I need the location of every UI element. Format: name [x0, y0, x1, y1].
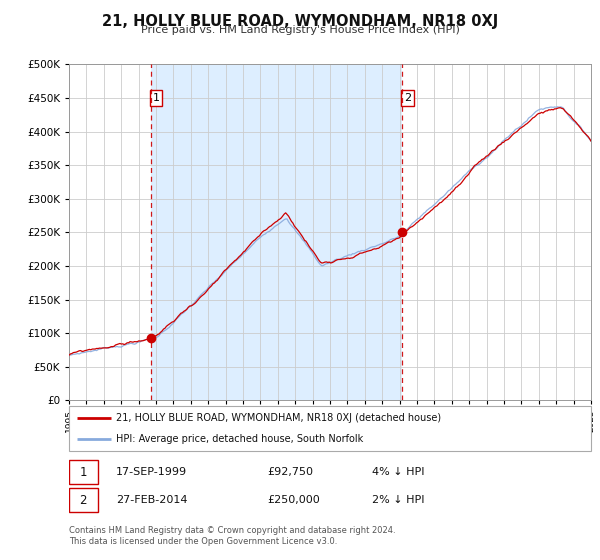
- Text: 2: 2: [404, 93, 411, 103]
- Text: Contains HM Land Registry data © Crown copyright and database right 2024.
This d: Contains HM Land Registry data © Crown c…: [69, 526, 395, 546]
- Text: £250,000: £250,000: [268, 495, 320, 505]
- FancyBboxPatch shape: [69, 460, 98, 484]
- Bar: [151, 64, 403, 400]
- FancyBboxPatch shape: [69, 406, 591, 451]
- Text: £92,750: £92,750: [268, 467, 313, 477]
- Text: HPI: Average price, detached house, South Norfolk: HPI: Average price, detached house, Sout…: [116, 433, 363, 444]
- Text: 4% ↓ HPI: 4% ↓ HPI: [372, 467, 424, 477]
- Text: 27-FEB-2014: 27-FEB-2014: [116, 495, 187, 505]
- Text: 21, HOLLY BLUE ROAD, WYMONDHAM, NR18 0XJ: 21, HOLLY BLUE ROAD, WYMONDHAM, NR18 0XJ: [102, 14, 498, 29]
- Text: 1: 1: [152, 93, 160, 103]
- Text: 21, HOLLY BLUE ROAD, WYMONDHAM, NR18 0XJ (detached house): 21, HOLLY BLUE ROAD, WYMONDHAM, NR18 0XJ…: [116, 413, 441, 423]
- Text: 1: 1: [80, 465, 87, 479]
- FancyBboxPatch shape: [69, 488, 98, 512]
- Text: 2: 2: [80, 493, 87, 507]
- Text: Price paid vs. HM Land Registry's House Price Index (HPI): Price paid vs. HM Land Registry's House …: [140, 25, 460, 35]
- Text: 17-SEP-1999: 17-SEP-1999: [116, 467, 187, 477]
- Text: 2% ↓ HPI: 2% ↓ HPI: [372, 495, 424, 505]
